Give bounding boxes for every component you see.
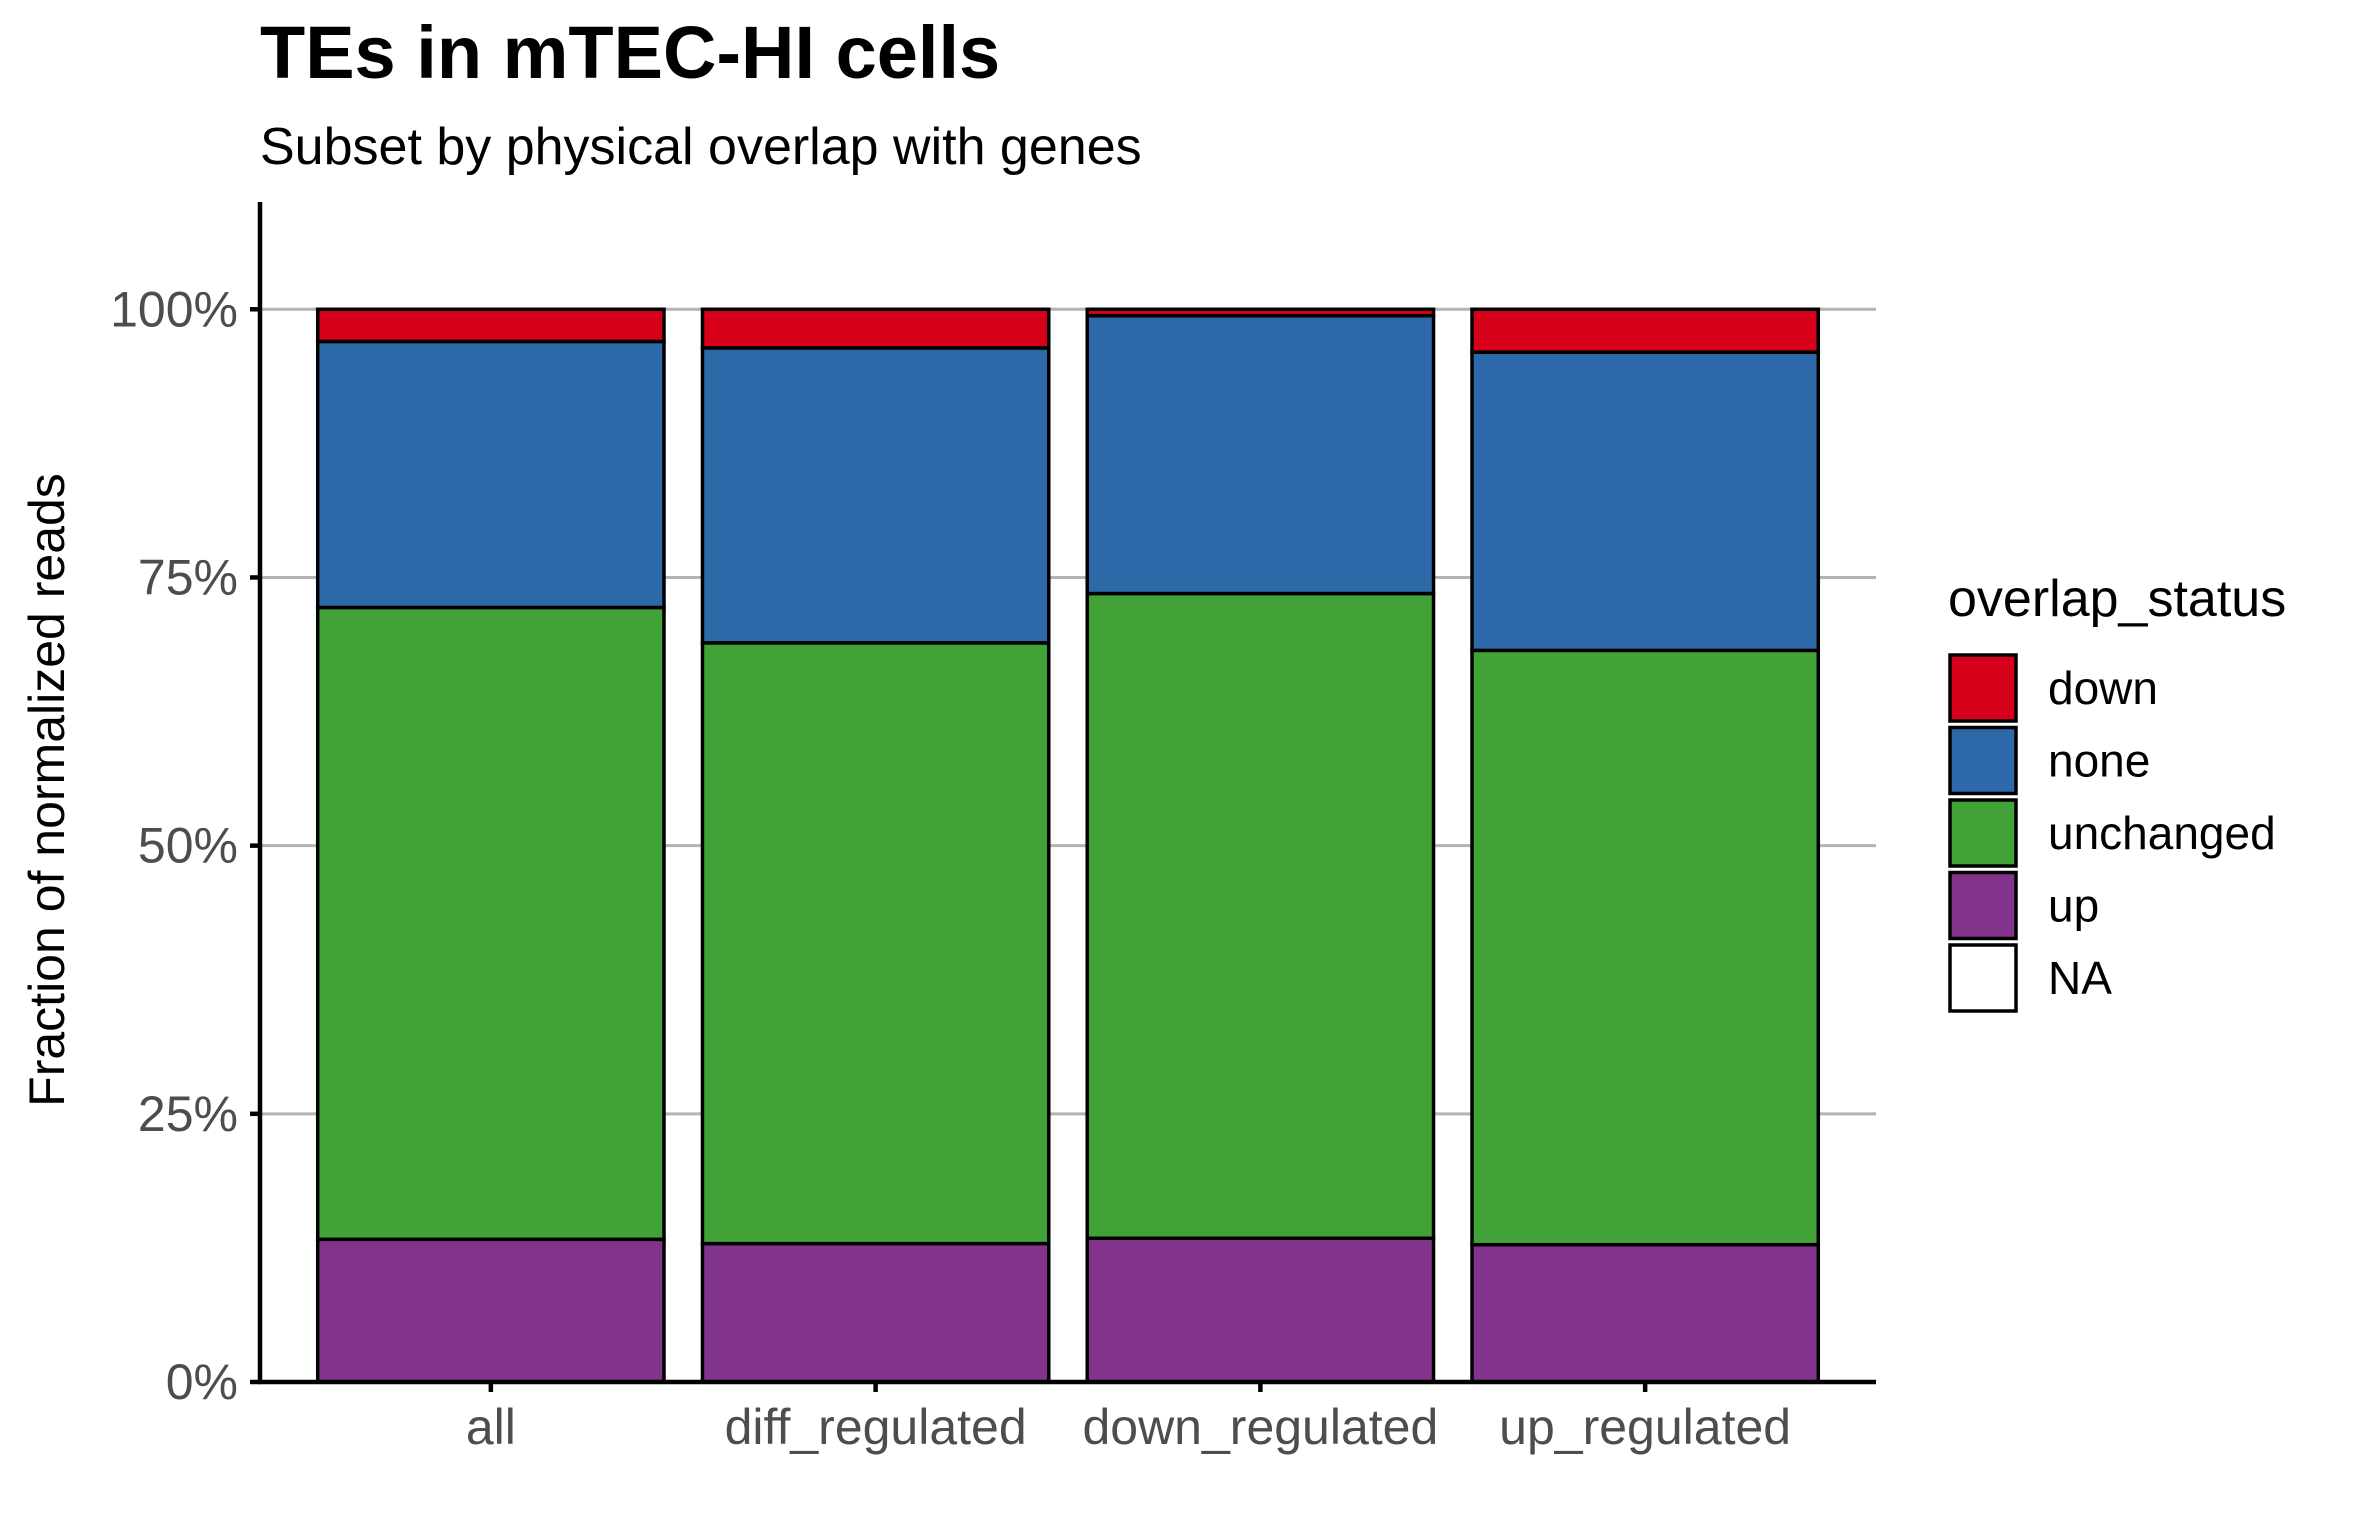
y-tick-label: 75% (138, 549, 238, 605)
legend-key-none (1948, 725, 2018, 796)
bar-all-none (315, 339, 666, 610)
legend-key-unchanged (1948, 798, 2018, 868)
x-tick-labels: all diff_regulated down_regulated up_regula… (466, 1399, 1791, 1455)
bar-down-regulated-down (1085, 307, 1436, 318)
x-tick-label-down-regulated: down_regulated (1082, 1399, 1438, 1455)
bar-diff-regulated-up (700, 1241, 1051, 1384)
legend-label-down: down (2048, 662, 2158, 714)
legend-key-down (1948, 653, 2018, 723)
bar-up-regulated-up (1470, 1242, 1821, 1384)
bar-all-down (315, 307, 666, 344)
y-tick-label: 100% (110, 281, 238, 337)
bar-all-unchanged (315, 605, 666, 1242)
legend-label-none: none (2048, 735, 2150, 787)
y-tick-labels: 0% 25% 50% 75% 100% (110, 281, 238, 1410)
bar-diff-regulated-down (700, 307, 1051, 350)
legend-title: overlap_status (1948, 570, 2286, 628)
legend-label-na: NA (2048, 952, 2112, 1004)
bar-all-up (315, 1237, 666, 1384)
bar-down-regulated-unchanged (1085, 591, 1436, 1241)
bar-up-regulated-down (1470, 307, 1821, 354)
legend-label-unchanged: unchanged (2048, 807, 2276, 859)
bar-down-regulated-up (1085, 1236, 1436, 1384)
chart-title: TEs in mTEC-HI cells (260, 11, 1000, 94)
chart-subtitle: Subset by physical overlap with genes (260, 118, 1142, 176)
y-axis-label: Fraction of normalized reads (19, 473, 75, 1107)
legend-key-up (1948, 870, 2018, 941)
bar-diff-regulated-unchanged (700, 641, 1051, 1246)
legend-key-na (1948, 943, 2018, 1013)
bar-diff-regulated-none (700, 346, 1051, 645)
x-tick-label-all: all (466, 1399, 516, 1455)
bars (315, 307, 1821, 1384)
bar-up-regulated-unchanged (1470, 648, 1821, 1247)
y-tick-label: 25% (138, 1086, 238, 1142)
legend: overlap_status down none unchanged up NA (1948, 570, 2286, 1013)
bar-up-regulated-none (1470, 350, 1821, 653)
bar-down-regulated-none (1085, 313, 1436, 596)
y-tick-label: 0% (166, 1354, 238, 1410)
legend-label-up: up (2048, 880, 2099, 932)
x-tick-label-up-regulated: up_regulated (1499, 1399, 1791, 1455)
y-tick-label: 50% (138, 818, 238, 874)
axes (250, 202, 1876, 1392)
x-tick-label-diff-regulated: diff_regulated (725, 1399, 1027, 1455)
